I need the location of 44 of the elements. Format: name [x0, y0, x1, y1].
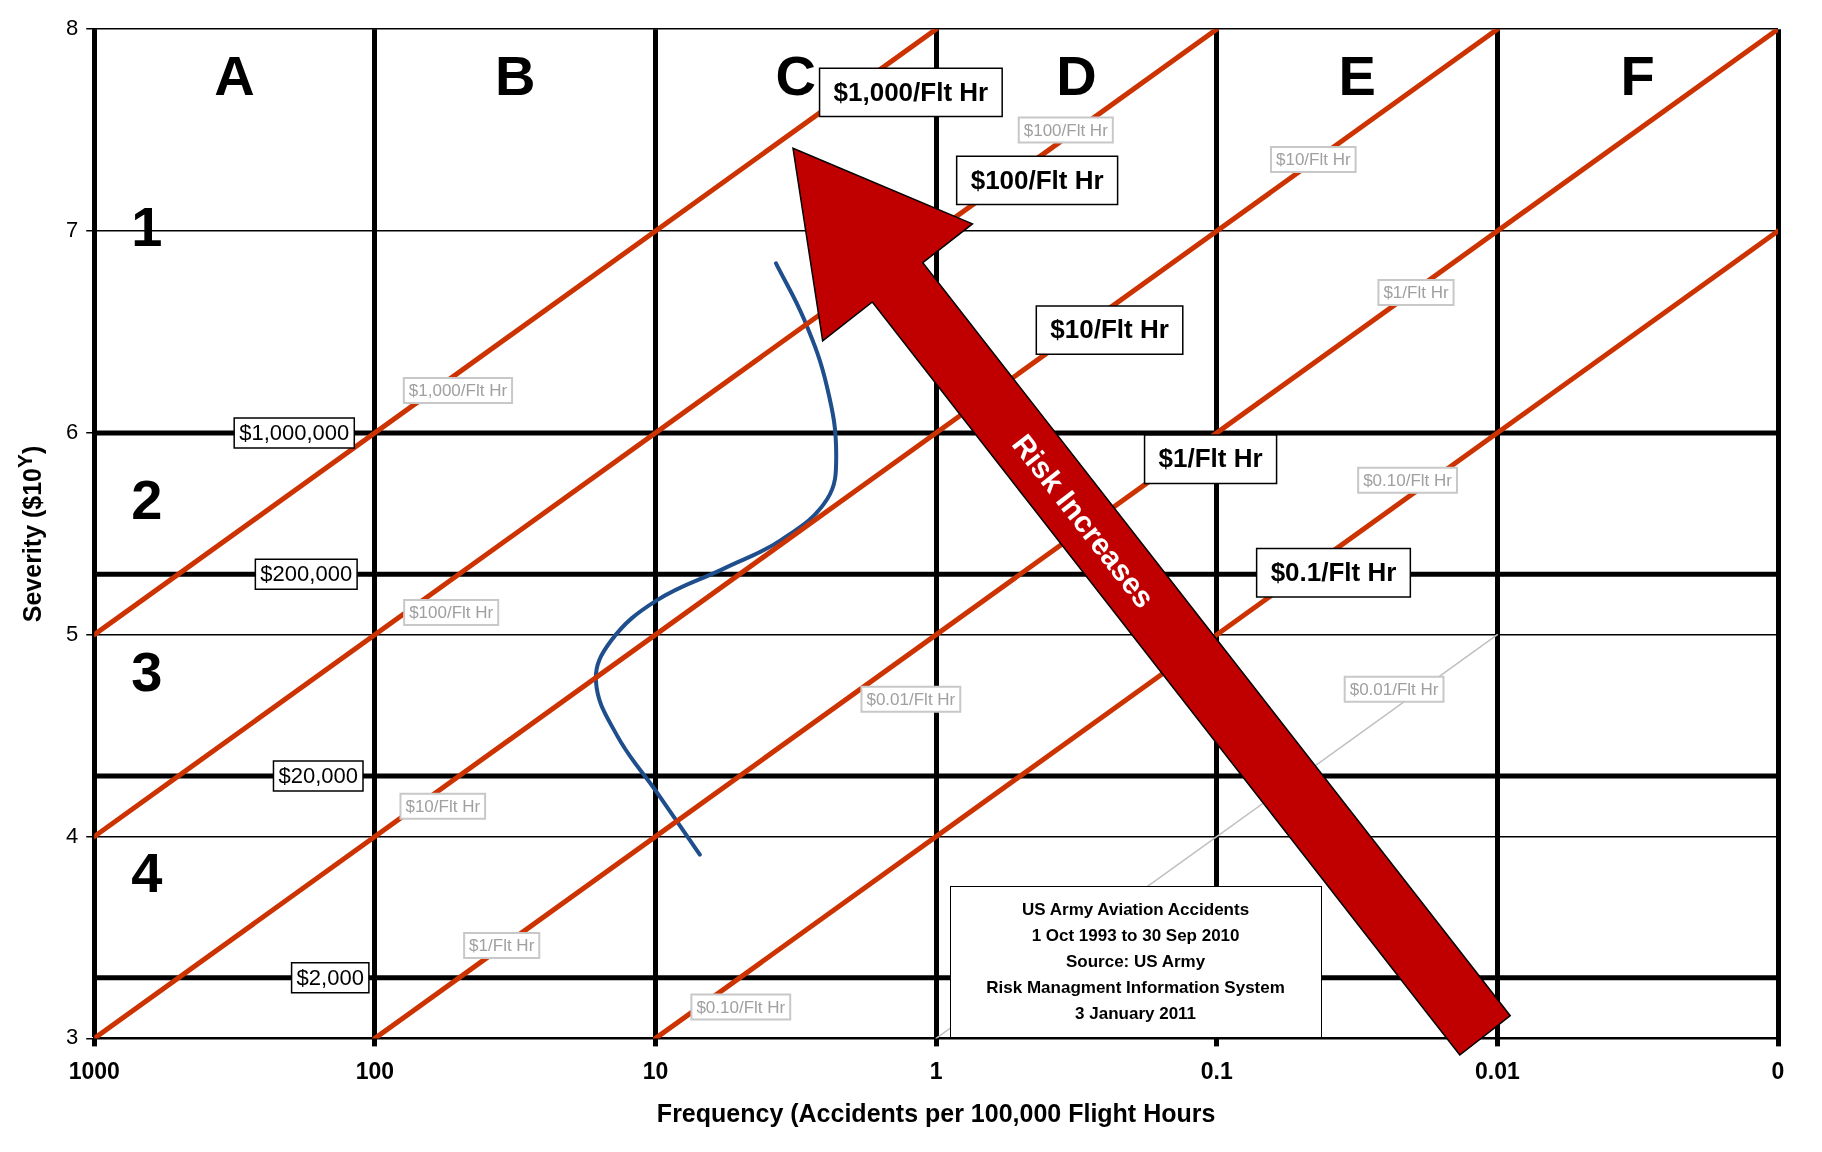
y-tick-label: 5 [65, 620, 79, 646]
annotation: $20,000 [278, 763, 358, 789]
annotation: $0.10/Flt Hr [696, 997, 786, 1017]
annotation: $200,000 [260, 561, 353, 587]
annotation: $2,000 [296, 964, 364, 990]
annotation: $1,000,000 [239, 419, 350, 445]
series-label: $0.1/Flt Hr [1270, 556, 1397, 587]
y-tick-label: 6 [65, 418, 79, 444]
annotation: $1/Flt Hr [1383, 283, 1449, 303]
annotation: B [494, 44, 536, 108]
annotation: 3 [131, 639, 163, 703]
x-tick-label: 100 [355, 1057, 395, 1084]
x-tick-label: 0.1 [1200, 1057, 1233, 1084]
annotation: $100/Flt Hr [409, 603, 494, 623]
annotation: $0.10/Flt Hr [1363, 471, 1453, 490]
annotation: $0.01/Flt Hr [1349, 679, 1439, 699]
x-axis-title: Frequency (Accidents per 100,000 Flight Hours [656, 1098, 1216, 1127]
x-tick-label: 1 [929, 1057, 943, 1084]
annotation: A [214, 44, 255, 108]
annotation: F [1620, 44, 1655, 108]
y-tick-label: 3 [65, 1024, 79, 1050]
series-label: $100/Flt Hr [970, 164, 1104, 195]
annotation: $1,000/Flt Hr [408, 381, 508, 401]
annotation: $10/Flt Hr [1275, 150, 1351, 170]
annotation: C [775, 44, 817, 108]
annotation: 2 [131, 467, 163, 531]
annotation: $10/Flt Hr [405, 796, 481, 816]
annotation: D [1056, 44, 1097, 108]
y-tick-label: 8 [65, 15, 79, 41]
series-label: $1/Flt Hr [1158, 443, 1263, 474]
annotation: $100/Flt Hr [1023, 120, 1109, 140]
text-box: US Army Aviation Accidents 1 Oct 1993 to 30 Sep 2010 Source: US Army Risk Managment Information System 3 January 2011 [949, 886, 1322, 1039]
annotation: E [1338, 44, 1376, 108]
annotation: $0.01/Flt Hr [866, 690, 956, 709]
x-tick-label: 10 [642, 1057, 669, 1084]
x-tick-label: 1000 [68, 1057, 120, 1084]
series-label: $1,000/Flt Hr [833, 76, 989, 107]
y-tick-label: 4 [65, 822, 79, 848]
x-tick-label: 0 [1771, 1057, 1785, 1084]
annotation: $1/Flt Hr [469, 936, 535, 956]
annotation: 4 [131, 841, 163, 905]
y-tick-label: 7 [65, 217, 79, 243]
x-tick-label: 0.01 [1474, 1057, 1520, 1084]
series-label: $10/Flt Hr [1050, 314, 1169, 345]
